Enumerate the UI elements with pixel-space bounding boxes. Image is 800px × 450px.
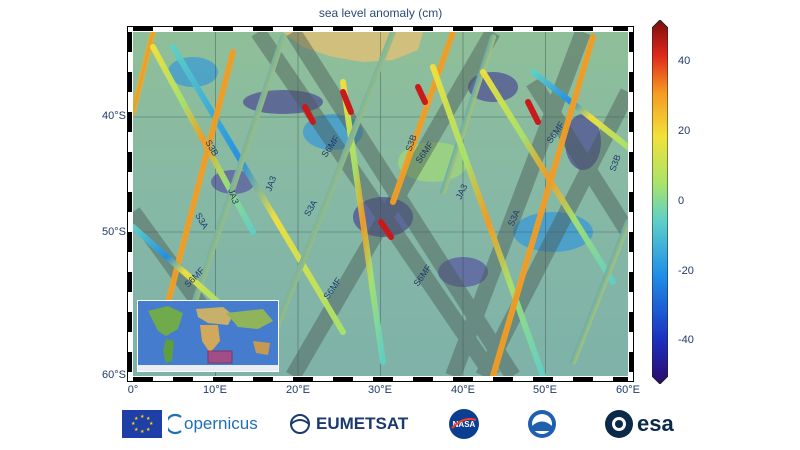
lon-label-60e: 60°E <box>616 384 640 396</box>
eumetsat-logo: EUMETSAT <box>288 406 408 442</box>
svg-text:NASA: NASA <box>453 420 476 429</box>
svg-text:★: ★ <box>146 416 151 422</box>
nasa-logo: NASA <box>448 406 480 442</box>
svg-text:★: ★ <box>131 421 136 427</box>
svg-text:★: ★ <box>149 421 154 427</box>
esa-logo: esa <box>604 406 674 442</box>
map-border-ticks <box>127 26 634 382</box>
map-title: sea level anomaly (cm) <box>318 6 443 20</box>
colorbar-tick-20: 20 <box>678 125 691 137</box>
lon-label-40e: 40°E <box>451 384 475 396</box>
world-inset-map <box>137 300 279 372</box>
esa-emblem-icon <box>605 410 633 438</box>
lon-label-30e: 30°E <box>368 384 392 396</box>
noaa-logo <box>527 406 557 442</box>
copernicus-logo: opernicus <box>168 406 258 442</box>
eu-flag-logo: ★ ★ ★ ★ ★ ★ ★ ★ <box>122 406 162 442</box>
svg-text:★: ★ <box>140 429 145 435</box>
colorbar-tick-40: 40 <box>678 55 691 67</box>
eumetsat-globe-icon <box>290 414 310 434</box>
svg-text:★: ★ <box>146 427 151 433</box>
colorbar-tick-0: 0 <box>678 195 685 207</box>
map-area[interactable]: S3B JA3 S3A JA3 S6MF S3A S6MF S3B S6MF J… <box>133 32 628 376</box>
colorbar <box>651 19 669 385</box>
colorbar-tick-neg40: -40 <box>678 334 694 346</box>
partner-logos: ★ ★ ★ ★ ★ ★ ★ ★ opernicus EUMETSAT NASA <box>0 402 800 446</box>
lat-label-50s: 50°S <box>102 226 126 238</box>
lon-label-0: 0° <box>127 384 139 396</box>
lon-label-50e: 50°E <box>533 384 557 396</box>
track-label: JA3 <box>226 187 241 205</box>
lon-label-20e: 20°E <box>286 384 310 396</box>
track-label: JA3 <box>263 175 278 193</box>
svg-text:★: ★ <box>134 416 139 422</box>
lat-label-60s: 60°S <box>102 369 126 381</box>
svg-text:★: ★ <box>134 427 139 433</box>
colorbar-tick-neg20: -20 <box>678 265 694 277</box>
copernicus-c-icon <box>168 413 182 435</box>
lon-label-10e: 10°E <box>203 384 227 396</box>
svg-text:★: ★ <box>140 414 145 420</box>
lat-label-40s: 40°S <box>102 110 126 122</box>
